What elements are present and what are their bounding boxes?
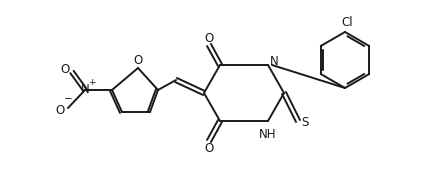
Text: O: O xyxy=(55,103,64,116)
Text: O: O xyxy=(204,142,213,155)
Text: N: N xyxy=(81,83,89,96)
Text: O: O xyxy=(60,64,69,77)
Text: N: N xyxy=(269,55,278,68)
Text: S: S xyxy=(301,116,308,129)
Text: +: + xyxy=(88,78,95,88)
Text: −: − xyxy=(63,94,72,104)
Text: O: O xyxy=(204,31,213,44)
Text: O: O xyxy=(133,54,142,67)
Text: Cl: Cl xyxy=(340,17,352,30)
Text: NH: NH xyxy=(259,127,276,140)
